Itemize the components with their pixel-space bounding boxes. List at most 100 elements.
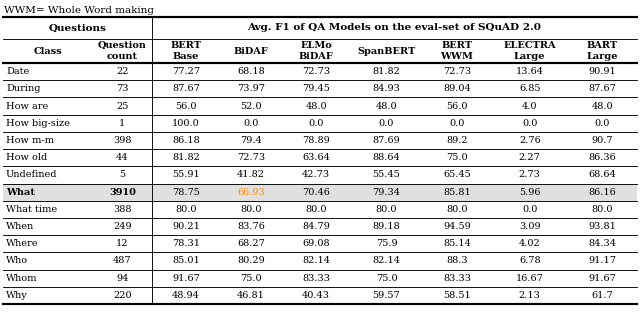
Text: How old: How old [6,153,47,162]
Text: 77.27: 77.27 [172,67,200,76]
Text: 82.14: 82.14 [302,257,330,265]
Text: 56.0: 56.0 [446,101,468,111]
Text: When: When [6,222,35,231]
Text: 86.18: 86.18 [172,136,200,145]
Text: 81.82: 81.82 [372,67,401,76]
Text: 66.93: 66.93 [237,187,265,197]
Text: 89.18: 89.18 [372,222,401,231]
Text: 84.34: 84.34 [589,239,616,248]
Text: Why: Why [6,291,28,300]
Text: 48.0: 48.0 [305,101,327,111]
Text: 56.0: 56.0 [175,101,197,111]
Text: 73.97: 73.97 [237,84,265,93]
Text: 75.0: 75.0 [446,153,468,162]
Text: 2.76: 2.76 [519,136,541,145]
Text: 72.73: 72.73 [443,67,471,76]
Text: SpanBERT: SpanBERT [357,46,415,56]
Text: 91.67: 91.67 [172,274,200,283]
Text: 86.36: 86.36 [589,153,616,162]
Text: 55.91: 55.91 [172,171,200,179]
Text: BERT
Base: BERT Base [171,41,202,61]
Text: 78.89: 78.89 [302,136,330,145]
Text: 12: 12 [116,239,129,248]
Text: What: What [6,187,35,197]
Text: 0.0: 0.0 [308,119,324,128]
Text: 91.17: 91.17 [589,257,616,265]
Text: 0.0: 0.0 [243,119,259,128]
Text: Avg. F1 of QA Models on the eval-set of SQuAD 2.0: Avg. F1 of QA Models on the eval-set of … [247,24,541,33]
Text: 41.82: 41.82 [237,171,265,179]
Text: 2.27: 2.27 [519,153,541,162]
Text: 94.59: 94.59 [443,222,471,231]
Text: 93.81: 93.81 [589,222,616,231]
Text: How m-m: How m-m [6,136,54,145]
Text: 55.45: 55.45 [372,171,401,179]
Text: 81.82: 81.82 [172,153,200,162]
Text: 2.13: 2.13 [519,291,541,300]
Text: 86.16: 86.16 [589,187,616,197]
Text: WWM= Whole Word making: WWM= Whole Word making [4,6,154,15]
Text: 3910: 3910 [109,187,136,197]
Text: 82.14: 82.14 [372,257,401,265]
Text: Where: Where [6,239,38,248]
Text: 5.96: 5.96 [519,187,541,197]
Text: 87.67: 87.67 [589,84,616,93]
Text: 83.33: 83.33 [302,274,330,283]
Text: 80.29: 80.29 [237,257,265,265]
Text: 48.0: 48.0 [376,101,397,111]
Text: 83.33: 83.33 [443,274,471,283]
Text: 84.79: 84.79 [302,222,330,231]
Text: 52.0: 52.0 [240,101,262,111]
Text: 5: 5 [119,171,125,179]
Text: 83.76: 83.76 [237,222,265,231]
Text: 4.02: 4.02 [519,239,541,248]
Text: 90.21: 90.21 [172,222,200,231]
Text: 87.67: 87.67 [172,84,200,93]
Text: 78.31: 78.31 [172,239,200,248]
Text: During: During [6,84,40,93]
Text: 388: 388 [113,205,132,214]
Text: 91.67: 91.67 [589,274,616,283]
Text: 6.78: 6.78 [519,257,541,265]
Text: How big-size: How big-size [6,119,70,128]
Text: 80.0: 80.0 [592,205,613,214]
Text: ELMo
BiDAF: ELMo BiDAF [299,41,333,61]
Text: 68.18: 68.18 [237,67,265,76]
Text: 79.4: 79.4 [240,136,262,145]
Text: 59.57: 59.57 [372,291,401,300]
Text: 1: 1 [119,119,125,128]
Text: 487: 487 [113,257,132,265]
Text: 22: 22 [116,67,129,76]
Text: 58.51: 58.51 [443,291,471,300]
Text: Whom: Whom [6,274,38,283]
Text: 89.04: 89.04 [443,84,471,93]
Text: 46.81: 46.81 [237,291,265,300]
Text: 48.0: 48.0 [592,101,613,111]
Text: 42.73: 42.73 [302,171,330,179]
Text: 44: 44 [116,153,129,162]
Text: 65.45: 65.45 [443,171,471,179]
Text: 80.0: 80.0 [446,205,468,214]
Text: How are: How are [6,101,48,111]
Text: 220: 220 [113,291,132,300]
Text: 0.0: 0.0 [379,119,394,128]
Text: Question
count: Question count [98,41,147,61]
Text: 79.45: 79.45 [302,84,330,93]
Text: 90.91: 90.91 [589,67,616,76]
Text: 75.0: 75.0 [376,274,397,283]
Text: 0.0: 0.0 [522,119,538,128]
Text: Undefined: Undefined [6,171,58,179]
Text: 78.75: 78.75 [172,187,200,197]
Text: 80.0: 80.0 [241,205,262,214]
Text: BERT
WWM: BERT WWM [440,41,474,61]
Text: 75.9: 75.9 [376,239,397,248]
Text: BiDAF: BiDAF [234,46,269,56]
Text: 69.08: 69.08 [302,239,330,248]
Text: 87.69: 87.69 [372,136,401,145]
Text: 63.64: 63.64 [302,153,330,162]
Text: 16.67: 16.67 [516,274,544,283]
Text: 72.73: 72.73 [237,153,265,162]
Text: 249: 249 [113,222,132,231]
Text: 40.43: 40.43 [302,291,330,300]
Text: 85.14: 85.14 [443,239,471,248]
